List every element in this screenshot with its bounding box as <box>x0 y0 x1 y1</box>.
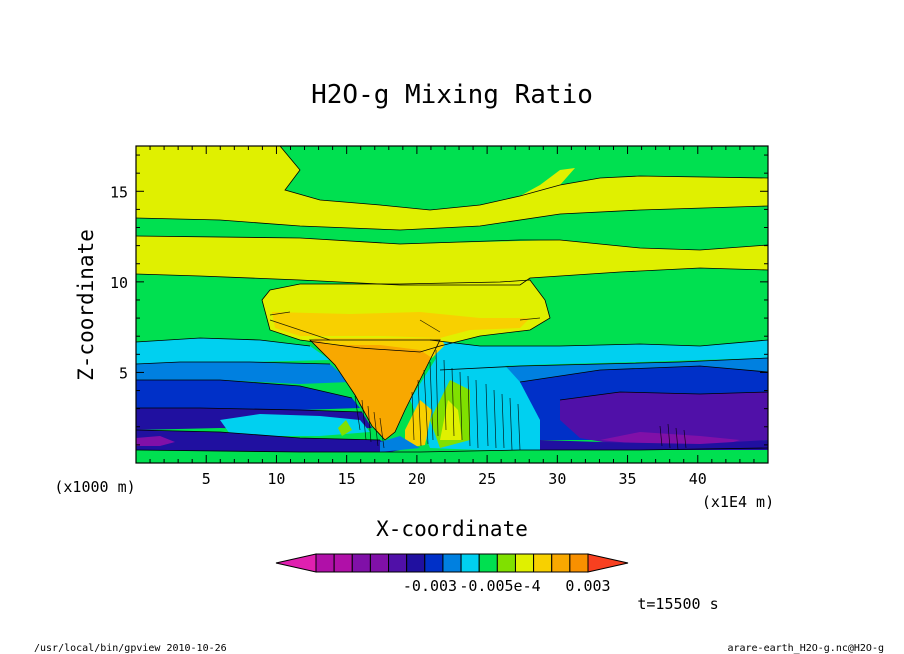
colorbar-swatch <box>351 553 371 573</box>
x-tick-label: 25 <box>478 470 496 488</box>
y-axis-ticks: 5 10 15 <box>110 154 768 446</box>
footer-right: arare-earth_H2O-g.nc@H2O-g <box>727 643 884 654</box>
plot-frame <box>135 145 769 464</box>
colorbar-swatch <box>496 553 516 573</box>
colorbar <box>275 553 629 573</box>
x-tick-label: 20 <box>408 470 426 488</box>
colorbar-swatch <box>460 553 480 573</box>
x-unit-left: (x1000 m) <box>54 478 135 496</box>
colorbar-swatch <box>442 553 462 573</box>
contour-field <box>136 146 768 463</box>
footer-left: /usr/local/bin/gpview 2010-10-26 <box>34 643 227 654</box>
x-unit-right: (x1E4 m) <box>702 493 774 511</box>
colorbar-swatch <box>315 553 335 573</box>
colorbar-swatch <box>406 553 426 573</box>
colorbar-swatch <box>388 553 408 573</box>
y-tick-label: 10 <box>110 274 128 292</box>
colorbar-label-mid: -0.005e-4 <box>459 577 540 595</box>
x-tick-label: 35 <box>619 470 637 488</box>
x-tick-label: 30 <box>548 470 566 488</box>
colorbar-label-high: 0.003 <box>565 577 610 595</box>
y-tick-label: 5 <box>119 364 128 382</box>
colorbar-swatch <box>478 553 498 573</box>
colorbar-label-low: -0.003 <box>403 577 457 595</box>
colorbar-swatch <box>333 553 353 573</box>
x-tick-label: 40 <box>689 470 707 488</box>
colorbar-swatch <box>569 553 589 573</box>
colorbar-swatch <box>369 553 390 573</box>
colorbar-swatch <box>533 553 553 573</box>
x-axis-ticks: 5 10 15 20 25 30 35 40 <box>149 146 755 488</box>
colorbar-swatch <box>551 553 571 573</box>
x-tick-label: 10 <box>267 470 285 488</box>
colorbar-swatch <box>424 553 444 573</box>
x-tick-label: 15 <box>338 470 356 488</box>
colorbar-arrow-high <box>587 553 629 573</box>
y-axis-label: Z-coordinate <box>74 229 98 381</box>
y-tick-label: 15 <box>110 183 128 201</box>
x-tick-label: 5 <box>202 470 211 488</box>
colorbar-arrow-low <box>275 553 317 573</box>
x-axis-label: X-coordinate <box>376 517 528 541</box>
chart-title: H2O-g Mixing Ratio <box>311 80 593 110</box>
colorbar-swatch <box>514 553 535 573</box>
time-label: t=15500 s <box>637 595 718 613</box>
